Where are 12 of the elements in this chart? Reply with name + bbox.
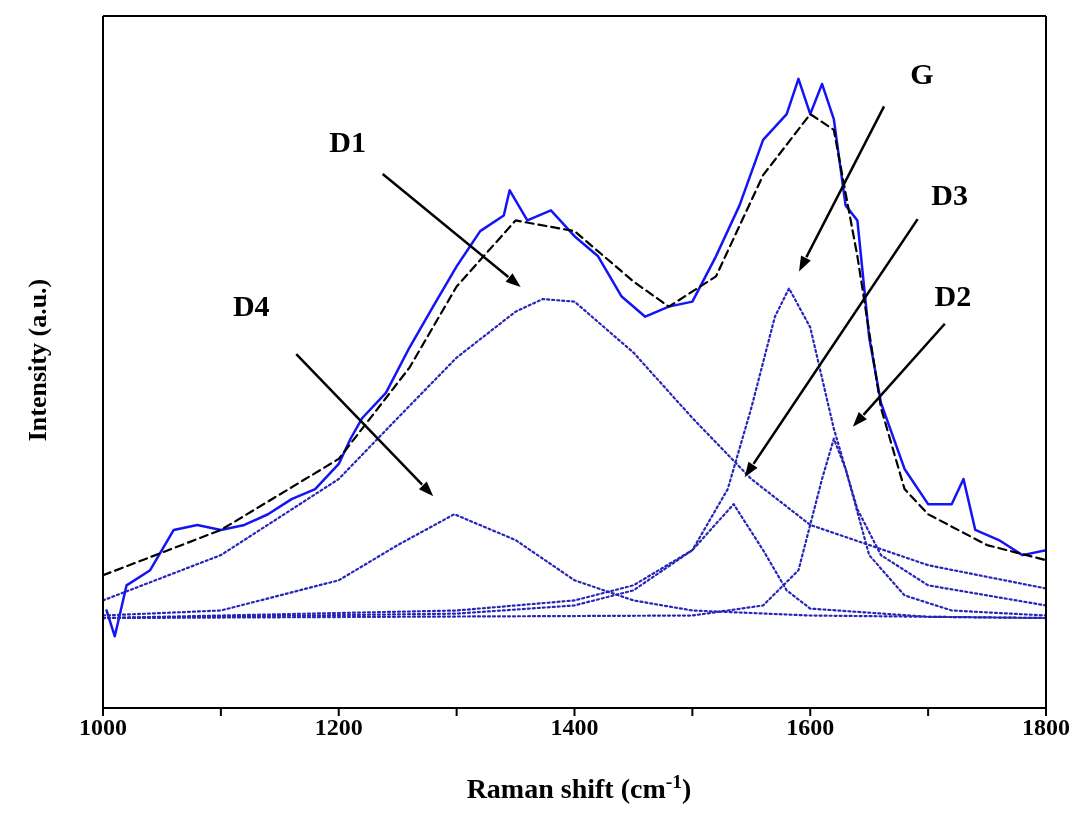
annotation: G [910, 57, 934, 91]
x-tick-label: 1400 [550, 714, 599, 741]
x-axis-title: Raman shift (cm$^{-1}$) [466, 770, 692, 804]
annotation: D4 [232, 289, 270, 323]
annotation: D1 [329, 125, 367, 159]
annotation: D2 [934, 278, 972, 312]
annotation: D3 [931, 178, 968, 212]
x-tick-label: 1800 [1022, 714, 1070, 741]
x-tick-label: 1600 [786, 714, 835, 741]
x-tick-label: 1000 [79, 714, 127, 741]
x-tick-label: 1200 [314, 714, 363, 741]
y-axis-title: Intensity (a.u.) [23, 278, 52, 442]
